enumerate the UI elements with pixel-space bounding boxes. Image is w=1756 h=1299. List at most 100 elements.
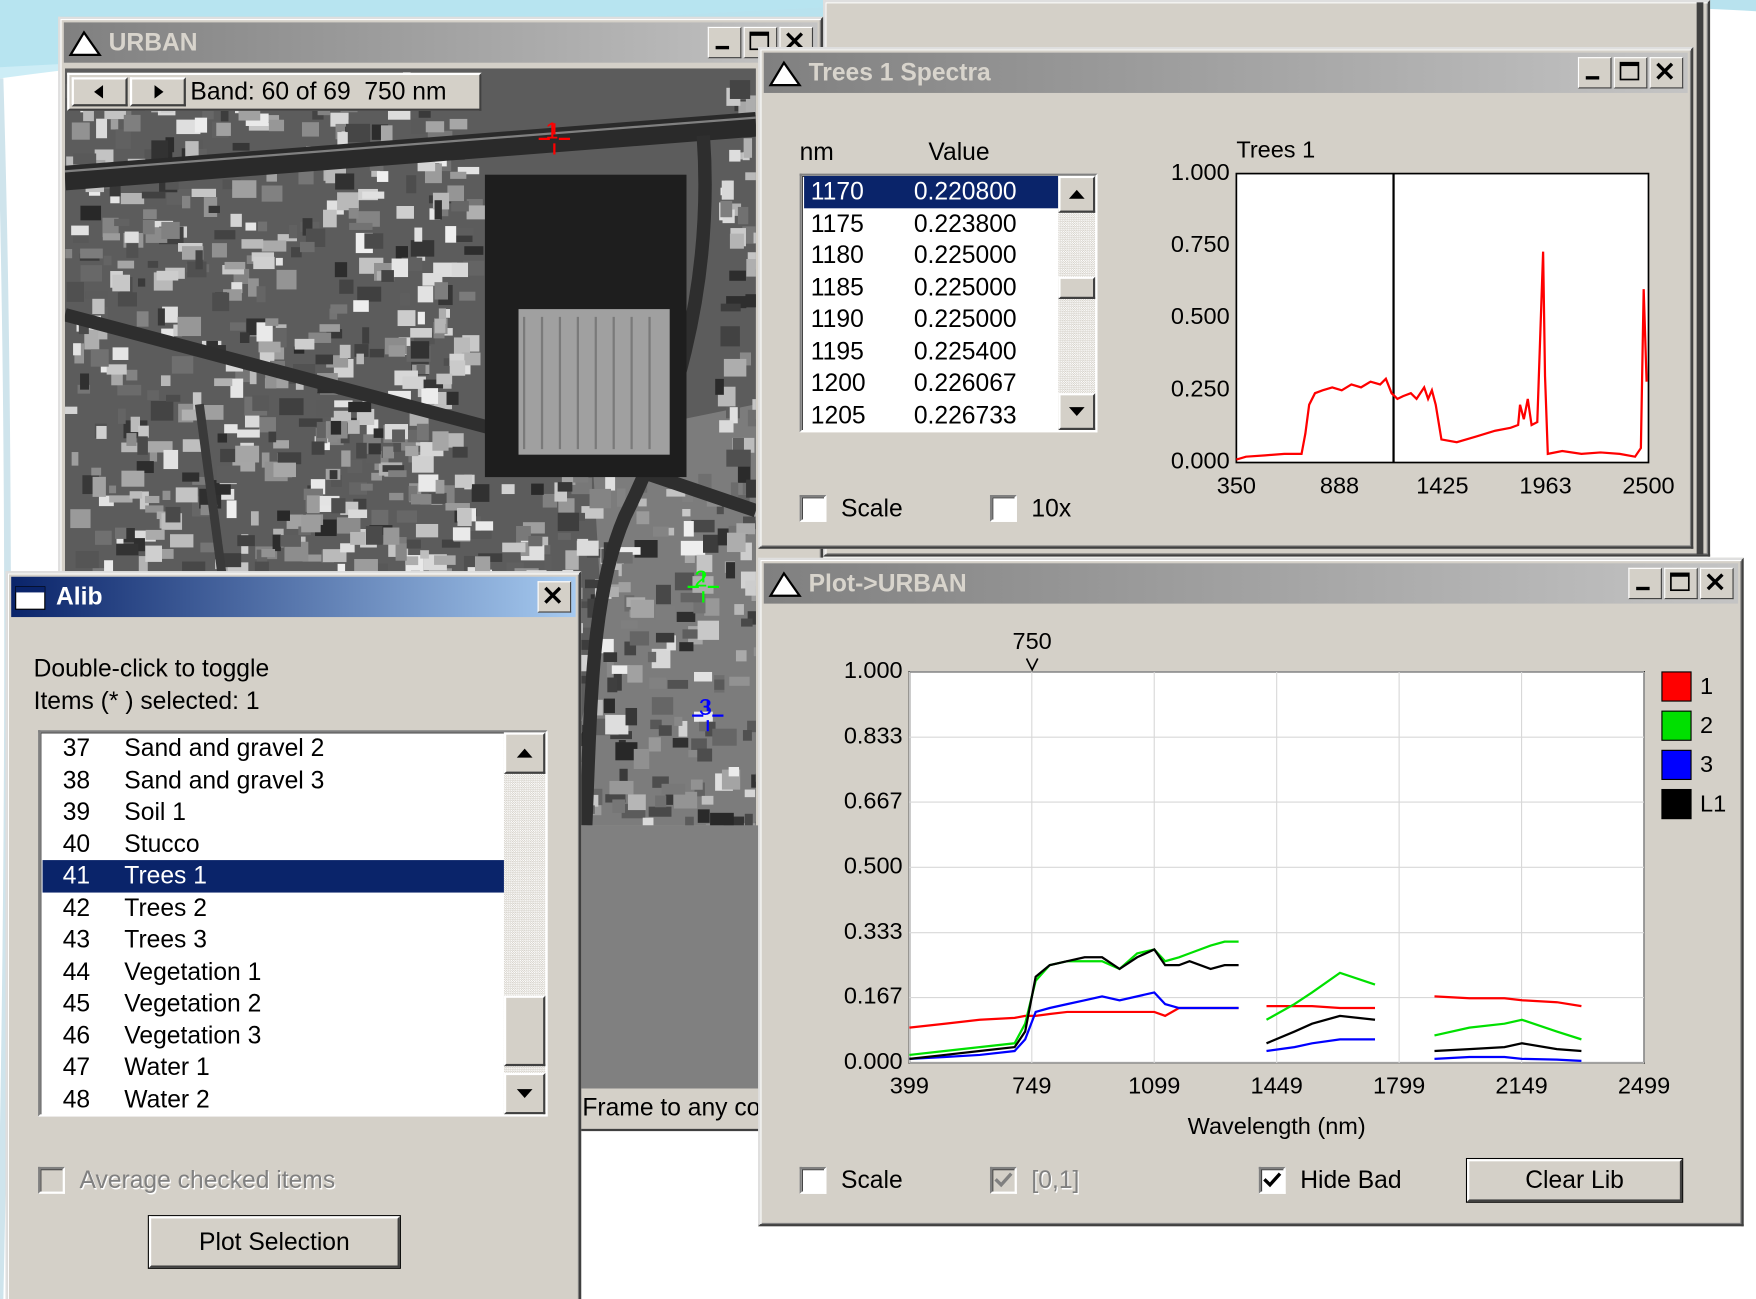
checkbox[interactable] xyxy=(799,1166,827,1194)
texture xyxy=(395,543,407,561)
texture xyxy=(466,205,489,220)
texture xyxy=(78,320,89,335)
min-button[interactable] xyxy=(1577,57,1612,89)
texture xyxy=(256,286,266,303)
arrow xyxy=(1068,407,1085,417)
list-row[interactable]: 44 Vegetation 1 xyxy=(43,956,504,988)
texture xyxy=(746,479,756,498)
list-row[interactable]: 38 Sand and gravel 3 xyxy=(43,764,504,796)
texture xyxy=(141,191,166,199)
list-row[interactable]: 37 Sand and gravel 2 xyxy=(43,732,504,764)
scroll-down[interactable] xyxy=(1058,393,1096,431)
glyph xyxy=(750,32,769,36)
list-row[interactable]: 1185 0.225000 xyxy=(804,272,1058,304)
scroll-up[interactable] xyxy=(503,732,546,774)
checkbox[interactable] xyxy=(799,494,827,522)
texture xyxy=(214,378,233,387)
checkbox-label: Average checked items xyxy=(79,1165,336,1194)
plot-selection-button[interactable]: Plot Selection xyxy=(148,1216,400,1268)
texture xyxy=(137,436,148,455)
window-title: Trees 1 Spectra xyxy=(808,58,991,87)
glyph xyxy=(1620,62,1639,67)
texture xyxy=(649,677,667,689)
scrollbar[interactable] xyxy=(503,732,546,1115)
texture xyxy=(131,530,156,542)
texture xyxy=(648,806,672,817)
texture xyxy=(348,509,368,519)
min-button[interactable] xyxy=(707,26,742,59)
scroll-thumb[interactable] xyxy=(1058,276,1096,300)
texture xyxy=(457,166,480,175)
list-cell: 45 xyxy=(62,988,91,1017)
list-row[interactable]: 1195 0.225400 xyxy=(804,335,1058,367)
list-row[interactable]: 1170 0.220800 xyxy=(804,175,1059,208)
texture xyxy=(369,348,385,358)
close-button[interactable] xyxy=(537,581,572,613)
texture xyxy=(165,137,175,153)
spectrum-line xyxy=(909,948,1582,1060)
texture xyxy=(339,344,351,359)
scrollbar[interactable] xyxy=(1058,175,1096,431)
close-button[interactable] xyxy=(1700,567,1734,600)
list-row[interactable]: 1190 0.225000 xyxy=(804,303,1058,335)
x-tick-label: 1099 xyxy=(1128,1073,1180,1099)
list-row[interactable]: 1205 0.226733 xyxy=(804,399,1058,430)
next-band[interactable] xyxy=(129,77,186,107)
texture xyxy=(667,679,689,689)
list-row[interactable]: 42 Trees 2 xyxy=(43,892,504,924)
texture xyxy=(716,501,724,515)
clear-lib-button[interactable]: Clear Lib xyxy=(1467,1159,1683,1202)
band-control: Band: 60 of 69 750 nm xyxy=(67,72,482,111)
spectrum-line xyxy=(909,940,1582,1057)
texture xyxy=(451,201,469,212)
texture xyxy=(181,409,202,421)
prev-band[interactable] xyxy=(71,77,128,107)
list-row[interactable]: 43 Trees 3 xyxy=(43,924,504,956)
band-marker-label: 750 xyxy=(1013,628,1052,654)
texture xyxy=(136,311,149,327)
texture xyxy=(117,292,137,307)
texture xyxy=(165,179,179,190)
max-button[interactable] xyxy=(1613,57,1648,89)
texture xyxy=(116,543,139,556)
texture xyxy=(116,535,124,545)
min-button[interactable] xyxy=(1628,567,1662,600)
library-window: Alib Double-click to toggle Items (* ) s… xyxy=(5,571,582,1299)
list-row[interactable]: 45 Vegetation 2 xyxy=(43,988,504,1020)
scroll-thumb[interactable] xyxy=(503,995,546,1067)
texture xyxy=(337,192,359,211)
list-cell: Soil 1 xyxy=(124,797,186,826)
checkbox[interactable] xyxy=(1258,1166,1286,1194)
list-cell: 1190 xyxy=(810,304,864,333)
texture xyxy=(356,211,380,227)
list-row[interactable]: 1175 0.223800 xyxy=(804,208,1058,240)
highway xyxy=(64,112,756,191)
list-row[interactable]: 1200 0.226067 xyxy=(804,367,1058,399)
list-row[interactable]: 1180 0.225000 xyxy=(804,240,1058,272)
texture xyxy=(345,123,371,143)
road xyxy=(578,135,712,826)
texture xyxy=(244,412,260,428)
scroll-down[interactable] xyxy=(503,1072,546,1115)
texture xyxy=(160,375,171,387)
texture xyxy=(315,354,334,365)
list-row[interactable]: 40 Stucco xyxy=(43,828,504,860)
highway-line xyxy=(64,116,756,173)
list-row[interactable]: 47 Water 1 xyxy=(43,1052,504,1084)
scroll-up[interactable] xyxy=(1058,175,1096,213)
max-button[interactable] xyxy=(1664,567,1698,600)
texture xyxy=(577,538,589,554)
list-row[interactable]: 41 Trees 1 xyxy=(42,860,504,893)
texture xyxy=(330,410,352,423)
texture xyxy=(329,308,338,320)
texture xyxy=(453,337,470,356)
x-tick-label: 2499 xyxy=(1618,1073,1670,1099)
checkbox[interactable] xyxy=(989,494,1017,522)
list-row[interactable]: 46 Vegetation 3 xyxy=(43,1020,504,1052)
texture xyxy=(322,549,347,563)
texture xyxy=(612,799,626,813)
close-button[interactable] xyxy=(1649,57,1684,89)
list-row[interactable]: 39 Soil 1 xyxy=(43,796,504,828)
list-row[interactable]: 48 Water 2 xyxy=(43,1084,504,1115)
texture xyxy=(391,258,409,278)
